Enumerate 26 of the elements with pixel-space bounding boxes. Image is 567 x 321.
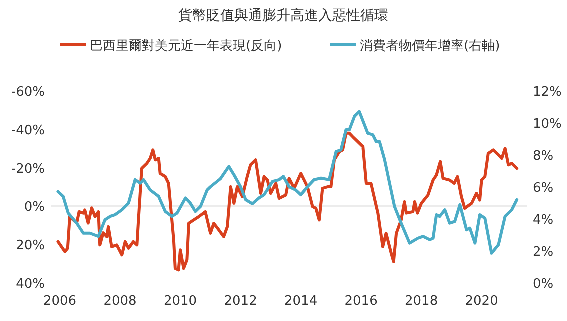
x-tick-label: 2010 — [164, 294, 198, 309]
y-tick-label: -60% — [11, 85, 45, 100]
y2-tick-label: 12% — [533, 85, 562, 100]
x-tick-label: 2012 — [224, 294, 258, 309]
x-tick-label: 2020 — [465, 294, 498, 309]
line-series — [56, 110, 519, 255]
x-tick-label: 2014 — [284, 294, 318, 309]
y-tick-label: -20% — [11, 162, 45, 177]
line-series — [56, 132, 519, 272]
y2-tick-label: 10% — [533, 117, 562, 132]
x-tick-label: 2006 — [43, 294, 77, 309]
x-tick-label: 2016 — [344, 294, 378, 309]
y2-tick-label: 8% — [533, 149, 554, 164]
y2-tick-label: 6% — [533, 181, 554, 196]
y2-tick-label: 0% — [533, 277, 554, 292]
y-tick-label: 20% — [16, 238, 45, 254]
legend-label: 巴西里爾對美元近一年表現(反向) — [90, 38, 282, 54]
y-tick-label: 40% — [16, 277, 45, 292]
y2-tick-label: 2% — [533, 245, 554, 260]
x-tick-label: 2008 — [104, 294, 137, 309]
legend-label: 消費者物價年增率(右軸) — [360, 38, 500, 54]
y2-tick-label: 4% — [533, 213, 554, 228]
chart-title: 貨幣貶值與通膨升高進入惡性循環 — [178, 8, 388, 24]
y-tick-label: -40% — [11, 123, 45, 138]
x-tick-label: 2018 — [405, 294, 438, 309]
y-tick-label: 0% — [24, 200, 45, 216]
